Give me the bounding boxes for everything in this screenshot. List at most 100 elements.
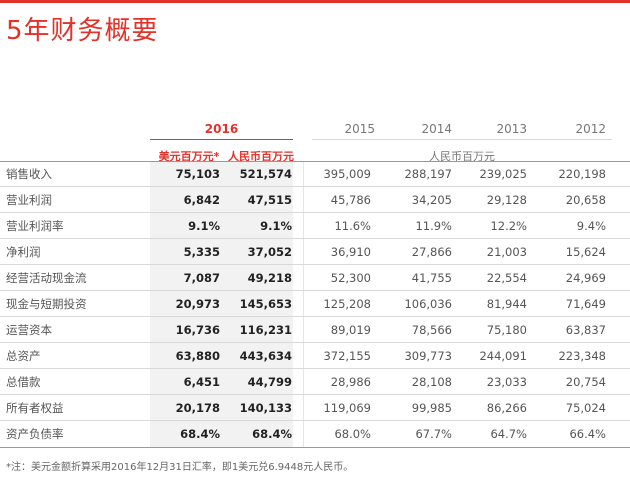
table-row: 所有者权益 20,178 140,133 119,069 99,985 86,266 75,… bbox=[0, 395, 630, 421]
value-2015: 52,300 bbox=[330, 271, 371, 285]
row-label: 总借款 bbox=[6, 375, 41, 389]
row-divider bbox=[0, 238, 630, 239]
value-2013: 23,033 bbox=[486, 375, 527, 389]
row-divider bbox=[0, 264, 630, 265]
table-row: 营业利润率 9.1% 9.1% 11.6% 11.9% 12.2% 9.4% bbox=[0, 213, 630, 239]
value-2014: 11.9% bbox=[415, 219, 452, 233]
value-2016-rmb: 44,799 bbox=[247, 375, 292, 389]
value-2016-rmb: 68.4% bbox=[252, 427, 292, 441]
value-2015: 45,786 bbox=[330, 193, 371, 207]
row-divider bbox=[0, 186, 630, 187]
header-year-2012: 2012 bbox=[575, 122, 606, 136]
value-2016-usd: 6,842 bbox=[183, 193, 220, 207]
value-2014: 27,866 bbox=[411, 245, 452, 259]
value-2016-rmb: 9.1% bbox=[260, 219, 292, 233]
row-label: 运营资本 bbox=[6, 323, 52, 337]
value-2016-rmb: 521,574 bbox=[239, 167, 292, 181]
row-divider bbox=[0, 342, 630, 343]
value-2016-rmb: 145,653 bbox=[239, 297, 292, 311]
value-2016-usd: 16,736 bbox=[175, 323, 220, 337]
row-label: 营业利润 bbox=[6, 193, 52, 207]
value-2015: 89,019 bbox=[330, 323, 371, 337]
value-2013: 12.2% bbox=[490, 219, 527, 233]
header-bottom-rule bbox=[0, 161, 630, 162]
value-2012: 223,348 bbox=[558, 349, 606, 363]
table-row: 净利润 5,335 37,052 36,910 27,866 21,003 15,624 bbox=[0, 239, 630, 265]
row-label: 销售收入 bbox=[6, 167, 52, 181]
value-2016-rmb: 443,634 bbox=[239, 349, 292, 363]
value-2014: 288,197 bbox=[404, 167, 452, 181]
table-row: 资产负债率 68.4% 68.4% 68.0% 67.7% 64.7% 66.4% bbox=[0, 421, 630, 447]
value-2016-usd: 20,178 bbox=[175, 401, 220, 415]
row-divider bbox=[0, 368, 630, 369]
header-year-2015: 2015 bbox=[344, 122, 375, 136]
value-2015: 11.6% bbox=[334, 219, 371, 233]
value-2012: 20,658 bbox=[565, 193, 606, 207]
value-2014: 78,566 bbox=[411, 323, 452, 337]
row-divider bbox=[0, 420, 630, 421]
header-year-2014: 2014 bbox=[421, 122, 452, 136]
value-2013: 64.7% bbox=[490, 427, 527, 441]
header-unit-rmb-years: 人民币百万元 bbox=[429, 150, 495, 163]
value-2013: 75,180 bbox=[486, 323, 527, 337]
value-2016-usd: 6,451 bbox=[183, 375, 220, 389]
table-row: 运营资本 16,736 116,231 89,019 78,566 75,180 63,83… bbox=[0, 317, 630, 343]
row-divider bbox=[0, 394, 630, 395]
row-divider bbox=[0, 316, 630, 317]
header-year-2016: 2016 bbox=[204, 122, 239, 136]
table-row: 经营活动现金流 7,087 49,218 52,300 41,755 22,554 24,9… bbox=[0, 265, 630, 291]
value-2014: 309,773 bbox=[404, 349, 452, 363]
value-2015: 125,208 bbox=[323, 297, 371, 311]
value-2014: 106,036 bbox=[404, 297, 452, 311]
value-2012: 71,649 bbox=[565, 297, 606, 311]
row-label: 营业利润率 bbox=[6, 219, 64, 233]
value-2016-rmb: 37,052 bbox=[247, 245, 292, 259]
value-2013: 22,554 bbox=[486, 271, 527, 285]
value-2014: 99,985 bbox=[411, 401, 452, 415]
value-2012: 75,024 bbox=[565, 401, 606, 415]
value-2015: 372,155 bbox=[323, 349, 371, 363]
value-2016-usd: 20,973 bbox=[175, 297, 220, 311]
value-2016-usd: 63,880 bbox=[175, 349, 220, 363]
value-2013: 239,025 bbox=[479, 167, 527, 181]
value-2012: 20,754 bbox=[565, 375, 606, 389]
table-row: 总借款 6,451 44,799 28,986 28,108 23,033 20,754 bbox=[0, 369, 630, 395]
top-accent-rule bbox=[0, 0, 630, 3]
value-2015: 119,069 bbox=[323, 401, 371, 415]
value-2016-rmb: 49,218 bbox=[247, 271, 292, 285]
row-label: 经营活动现金流 bbox=[6, 271, 87, 285]
value-2014: 28,108 bbox=[411, 375, 452, 389]
footnote: *注：美元金额折算采用2016年12月31日汇率，即1美元兑6.9448元人民币… bbox=[6, 462, 354, 473]
value-2016-rmb: 140,133 bbox=[239, 401, 292, 415]
header-rule-2016 bbox=[150, 139, 293, 140]
table-row: 总资产 63,880 443,634 372,155 309,773 244,091 223… bbox=[0, 343, 630, 369]
row-label: 资产负债率 bbox=[6, 427, 64, 441]
value-2013: 244,091 bbox=[479, 349, 527, 363]
row-label: 总资产 bbox=[6, 349, 41, 363]
value-2016-rmb: 47,515 bbox=[247, 193, 292, 207]
value-2012: 24,969 bbox=[565, 271, 606, 285]
row-label: 净利润 bbox=[6, 245, 41, 259]
value-2013: 81,944 bbox=[486, 297, 527, 311]
header-unit-usd: 美元百万元* bbox=[158, 150, 220, 163]
table-row: 营业利润 6,842 47,515 45,786 34,205 29,128 20,658 bbox=[0, 187, 630, 213]
header-unit-rmb: 人民币百万元 bbox=[228, 150, 294, 163]
value-2016-usd: 68.4% bbox=[180, 427, 220, 441]
header-rule-years bbox=[312, 139, 612, 140]
value-2015: 68.0% bbox=[334, 427, 371, 441]
value-2014: 67.7% bbox=[415, 427, 452, 441]
highlight-column-2016 bbox=[150, 161, 293, 447]
row-label: 现金与短期投资 bbox=[6, 297, 87, 311]
value-2016-usd: 5,335 bbox=[183, 245, 220, 259]
value-2013: 29,128 bbox=[486, 193, 527, 207]
value-2012: 9.4% bbox=[576, 219, 606, 233]
page-title: 5年财务概要 bbox=[6, 16, 159, 46]
value-2016-usd: 7,087 bbox=[183, 271, 220, 285]
value-2012: 66.4% bbox=[569, 427, 606, 441]
row-divider bbox=[0, 212, 630, 213]
value-2015: 395,009 bbox=[323, 167, 371, 181]
value-2012: 63,837 bbox=[565, 323, 606, 337]
header-year-2013: 2013 bbox=[496, 122, 527, 136]
value-2015: 28,986 bbox=[330, 375, 371, 389]
row-divider bbox=[0, 290, 630, 291]
